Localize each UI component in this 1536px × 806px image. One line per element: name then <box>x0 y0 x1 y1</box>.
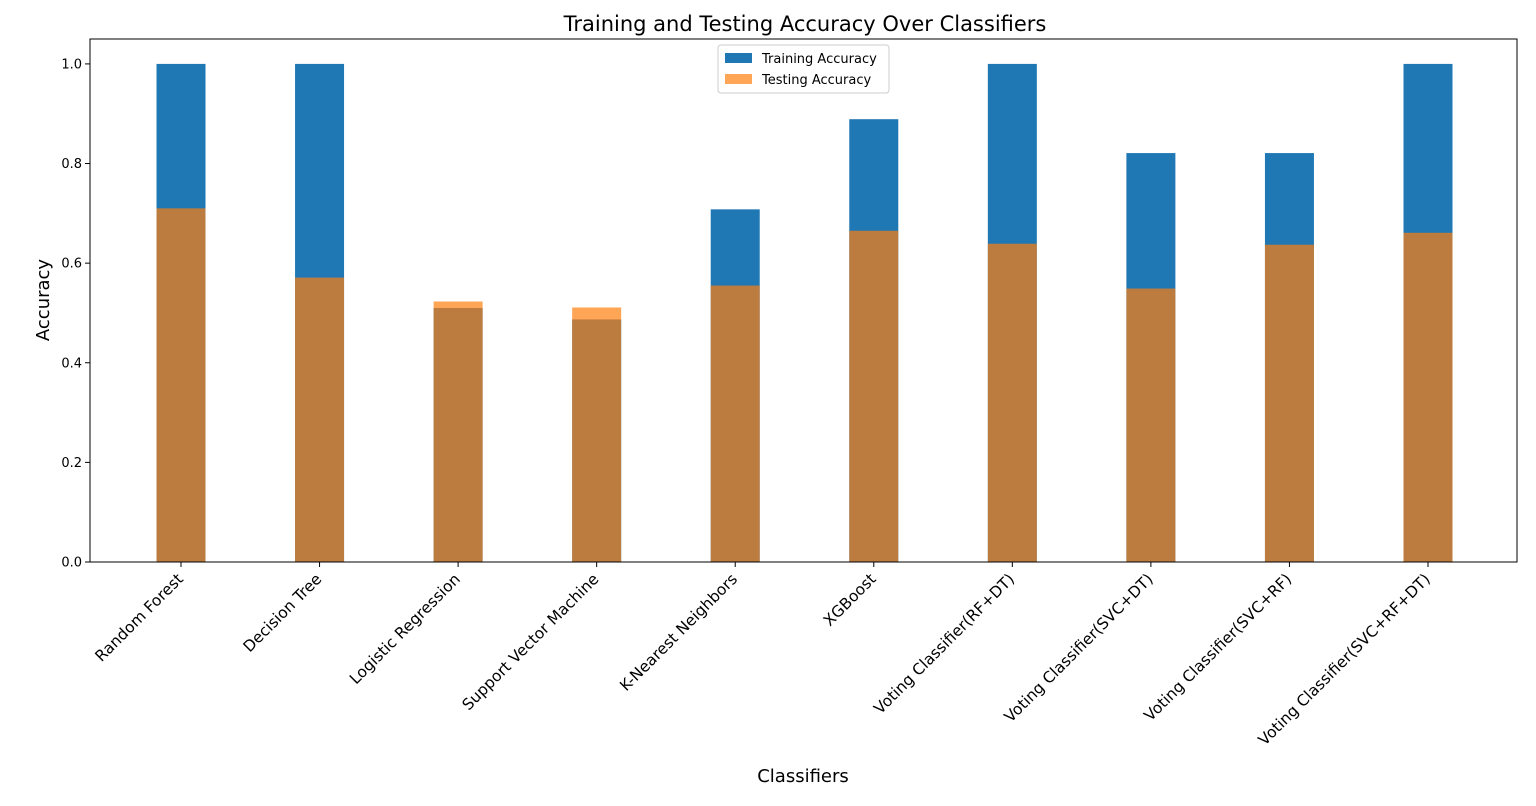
legend-swatch-testing <box>725 74 752 84</box>
y-tick-label: 0.0 <box>61 556 82 571</box>
legend-label-testing: Testing Accuracy <box>761 73 871 88</box>
bar-testing-6 <box>987 243 1037 562</box>
chart-title: Training and Testing Accuracy Over Class… <box>563 12 1047 36</box>
y-axis: 0.0 0.2 0.4 0.6 0.8 1.0 <box>61 57 90 571</box>
y-axis-label: Accuracy <box>33 259 54 342</box>
y-tick-label: 0.6 <box>61 257 82 272</box>
x-tick-label: Decision Tree <box>240 570 326 656</box>
bar-testing-7 <box>1126 288 1176 562</box>
x-tick-label: Voting Classifier(RF+DT) <box>871 570 1019 718</box>
x-tick-label: Voting Classifier(SVC+RF) <box>1141 570 1296 725</box>
legend-box <box>717 44 890 94</box>
y-tick-label: 1.0 <box>61 57 82 72</box>
x-tick-label: Support Vector Machine <box>459 570 603 714</box>
bars-layer <box>156 63 1453 563</box>
x-tick-label: K-Nearest Neighbors <box>616 570 741 695</box>
y-tick-label: 0.8 <box>61 157 82 172</box>
bar-testing-3 <box>572 307 622 562</box>
bar-testing-0 <box>156 208 206 562</box>
bar-testing-4 <box>710 285 760 562</box>
x-tick-label: Voting Classifier(SVC+RF+DT) <box>1255 570 1434 749</box>
bar-testing-5 <box>849 230 899 562</box>
legend-swatch-training <box>725 53 752 63</box>
bar-testing-9 <box>1403 232 1453 563</box>
legend: Training Accuracy Testing Accuracy <box>717 44 890 94</box>
x-tick-label: Voting Classifier(SVC+DT) <box>1001 570 1157 726</box>
y-tick-label: 0.4 <box>61 356 82 371</box>
plot-frame <box>89 38 1518 563</box>
legend-label-training: Training Accuracy <box>761 52 877 67</box>
x-tick-label: Logistic Regression <box>346 570 464 688</box>
y-tick-label: 0.2 <box>61 456 82 471</box>
bar-testing-1 <box>295 277 345 562</box>
x-axis: Random Forest Decision Tree Logistic Regre… <box>92 562 1434 749</box>
x-tick-label: XGBoost <box>820 570 880 630</box>
bar-testing-2 <box>433 301 483 562</box>
x-axis-label: Classifiers <box>757 766 849 787</box>
bar-testing-8 <box>1264 244 1314 563</box>
x-tick-label: Random Forest <box>92 570 187 665</box>
